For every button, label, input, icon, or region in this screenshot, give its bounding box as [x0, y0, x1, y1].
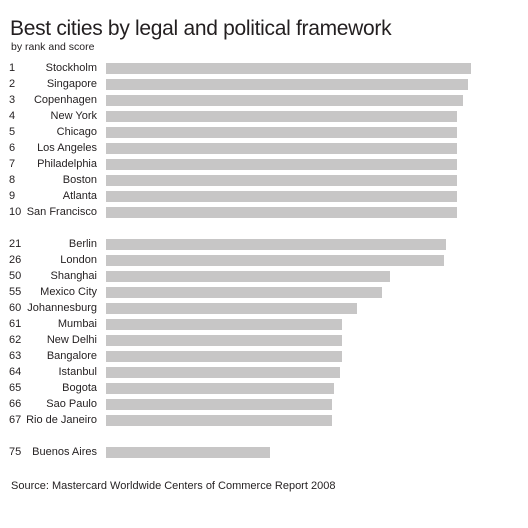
bar — [106, 63, 471, 74]
city-label: Philadelphia — [37, 158, 97, 170]
rank-label: 1 — [9, 62, 16, 74]
city-label: Bogota — [62, 382, 97, 394]
city-label: Bangalore — [46, 350, 97, 362]
bar — [106, 143, 457, 154]
rank-label: 2 — [9, 78, 16, 90]
chart-title: Best cities by legal and political frame… — [10, 17, 392, 40]
bar — [106, 383, 334, 394]
source-note: Source: Mastercard Worldwide Centers of … — [11, 480, 336, 492]
bar — [106, 95, 463, 106]
rank-label: 64 — [9, 366, 22, 378]
rank-label: 5 — [9, 126, 16, 138]
bar — [106, 335, 342, 346]
city-label: Mexico City — [40, 286, 97, 298]
rank-label: 10 — [9, 206, 22, 218]
city-label: Buenos Aires — [32, 446, 97, 458]
city-label: Stockholm — [45, 62, 97, 74]
rank-label: 8 — [9, 174, 16, 186]
rank-label: 50 — [9, 270, 22, 282]
rank-label: 26 — [9, 254, 22, 266]
bar — [106, 111, 457, 122]
city-label: Sao Paulo — [46, 398, 97, 410]
city-label: Boston — [62, 174, 97, 186]
bar — [106, 287, 382, 298]
bar — [106, 79, 468, 90]
rank-label: 4 — [9, 110, 16, 122]
rank-label: 63 — [9, 350, 22, 362]
rank-label: 7 — [9, 158, 16, 170]
city-label: London — [60, 254, 97, 266]
city-label: Chicago — [56, 126, 97, 138]
chart-subtitle: by rank and score — [11, 41, 95, 53]
bar — [106, 255, 444, 266]
bar — [106, 351, 342, 362]
city-label: Shanghai — [50, 270, 98, 282]
city-label: Copenhagen — [33, 94, 97, 106]
rank-label: 60 — [9, 302, 22, 314]
bar — [106, 207, 457, 218]
rank-label: 66 — [9, 398, 22, 410]
rank-label: 67 — [9, 414, 22, 426]
city-label: Los Angeles — [37, 142, 97, 154]
city-label: Atlanta — [62, 190, 97, 202]
rank-label: 21 — [9, 238, 22, 250]
city-label: New Delhi — [46, 334, 97, 346]
rank-label: 55 — [9, 286, 22, 298]
city-label: San Francisco — [26, 206, 97, 218]
city-label: Istanbul — [58, 366, 97, 378]
rank-label: 3 — [9, 94, 16, 106]
rank-label: 62 — [9, 334, 22, 346]
rank-label: 6 — [9, 142, 16, 154]
city-label: Rio de Janeiro — [26, 414, 97, 426]
city-label: Johannesburg — [27, 302, 97, 314]
rank-label: 65 — [9, 382, 22, 394]
city-label: Mumbai — [57, 318, 97, 330]
bar — [106, 175, 457, 186]
bar — [106, 447, 270, 458]
rank-label: 9 — [9, 190, 16, 202]
bar — [106, 271, 390, 282]
bar — [106, 319, 342, 330]
city-label: Berlin — [68, 238, 97, 250]
bar — [106, 415, 332, 426]
bar — [106, 159, 457, 170]
bar — [106, 303, 357, 314]
rank-label: 61 — [9, 318, 22, 330]
bar — [106, 367, 340, 378]
bar — [106, 399, 332, 410]
rank-label: 75 — [9, 446, 22, 458]
city-label: Singapore — [46, 78, 97, 90]
bar — [106, 239, 446, 250]
city-label: New York — [50, 110, 97, 122]
bar — [106, 191, 457, 202]
bar — [106, 127, 457, 138]
